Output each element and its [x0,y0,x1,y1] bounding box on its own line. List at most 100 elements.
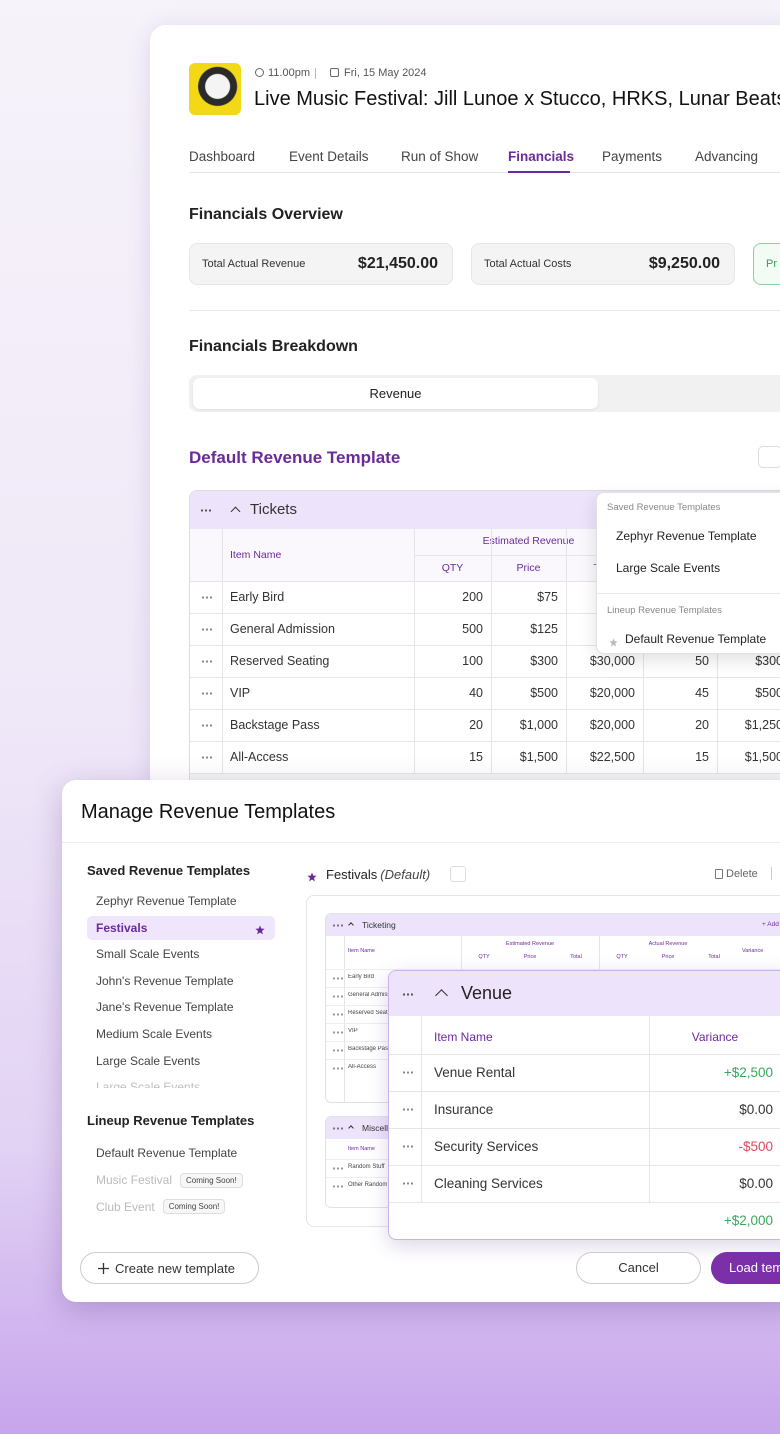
edit-button[interactable] [450,866,466,882]
tab[interactable]: Event Details [289,149,369,164]
tab[interactable]: Run of Show [401,149,479,164]
star-icon [307,869,317,882]
drag-handle [201,659,212,664]
star [255,925,265,934]
cell: 15 [469,750,483,764]
mini-item: Other Random [348,1182,388,1188]
template-item[interactable]: Zephyr Revenue Template [96,894,237,908]
drag-handle [332,1184,343,1189]
drag-handle [332,1126,343,1131]
section-header [389,971,780,1016]
item-name: Cleaning Services [434,1176,543,1191]
drag-handle [201,723,212,728]
mini-item: Reserved Seating [348,1010,396,1016]
drag-handle [332,923,343,928]
cell: $1,250 [744,718,780,732]
coming-soon-badge: Coming Soon! [180,1172,243,1188]
item-name: Backstage Pass [230,718,320,732]
row-divider [190,773,780,774]
mini-sub: QTY [478,954,490,960]
template-item[interactable]: John's Revenue Template [96,973,234,988]
modal-title: Manage Revenue Templates [81,801,336,823]
item-name: All-Access [230,750,289,764]
cell: 200 [462,590,483,604]
row-divider [389,1054,780,1055]
dropdown-item[interactable]: Large Scale Events [616,561,721,575]
row-divider [190,581,780,582]
row-divider [389,1165,780,1166]
summary-card: Total Actual Costs $9,250.00 [471,243,735,285]
drag-handle [332,1048,343,1053]
cancel-button[interactable]: Cancel [576,1252,701,1284]
tab[interactable]: Financials [508,149,575,164]
template-item[interactable]: Large Scale Events [96,1053,201,1068]
mini-sub: QTY [616,954,628,960]
item-name: Reserved Seating [230,654,330,668]
dropdown-item[interactable]: Zephyr Revenue Template [616,529,757,543]
drag-handle [332,1066,343,1071]
variance-value: +$2,500 [723,1065,773,1080]
cell: 500 [462,622,483,636]
variance-value: -$500 [738,1139,773,1154]
create-button[interactable]: Create new template [80,1252,259,1284]
divider [189,310,780,311]
cell: 45 [695,686,709,700]
total-value: +$2,000 [723,1213,773,1228]
lineup-item[interactable]: Default Revenue Template [96,1146,237,1160]
filter-button[interactable] [758,446,780,468]
template-item[interactable]: Small Scale Events [96,947,200,962]
tab[interactable]: Payments [602,149,663,164]
mini-add[interactable]: + Add [762,921,779,928]
event-date: Fri, 15 May 2024 [344,67,427,79]
toggle: Revenue [189,375,780,412]
tab-divider [189,172,780,173]
summary-label: Total Actual Costs [484,258,572,270]
section-name: Tickets [250,501,297,518]
dropdown-item[interactable]: Default Revenue Template [625,632,767,646]
cell: $125 [530,622,558,636]
column-header: QTY [441,562,464,574]
lineup-item[interactable]: Club Event Coming Soon! [96,1199,226,1215]
cell: $500 [530,686,558,700]
template-item[interactable]: Festivals [96,920,148,935]
column-divider [414,529,415,809]
mini-item: All-Access [348,1064,377,1070]
tab[interactable]: Advancing [695,149,759,164]
template-item[interactable]: Jane's Revenue Template [96,1000,234,1015]
mini-sub: Price [661,954,675,960]
row-divider [190,709,780,710]
cell: $20,000 [589,718,635,732]
column-divider [222,529,223,809]
dropdown-divider [597,593,780,594]
mini-header [326,914,780,936]
drag-handle [332,1166,343,1171]
mini-item: Random Stuff [348,1164,385,1170]
separator [315,68,316,79]
load-button[interactable]: Load template [711,1252,780,1284]
section-title: Financials Overview [189,206,343,223]
cell: 40 [469,686,483,700]
cell: $1,500 [519,750,558,764]
template-item[interactable]: Medium Scale Events [96,1027,213,1041]
drag-handle [332,994,343,999]
mini-sub: Price [523,954,537,960]
lineup-name: Default Revenue Template [96,1146,238,1160]
item-name: Venue Rental [434,1065,516,1080]
row-divider [190,677,780,678]
column-header: Variance [691,1030,739,1044]
mini-variance: Variance [742,948,764,954]
template-item[interactable]: Large Scale Events [96,1080,201,1089]
drag-handle [402,1107,413,1112]
toggle-option[interactable]: Revenue [193,378,598,409]
lineup-name: Club Event [96,1199,155,1214]
dropdown-heading: Saved Revenue Templates [607,502,721,513]
mini-divider [344,936,345,1102]
lineup-name: Music Festival [96,1173,173,1188]
delete-button[interactable]: Delete [726,868,758,880]
mini-row-divider [326,969,780,970]
tab[interactable]: Dashboard [189,149,256,164]
row-divider [389,1091,780,1092]
lineup-item[interactable]: Music Festival Coming Soon! [96,1172,243,1188]
